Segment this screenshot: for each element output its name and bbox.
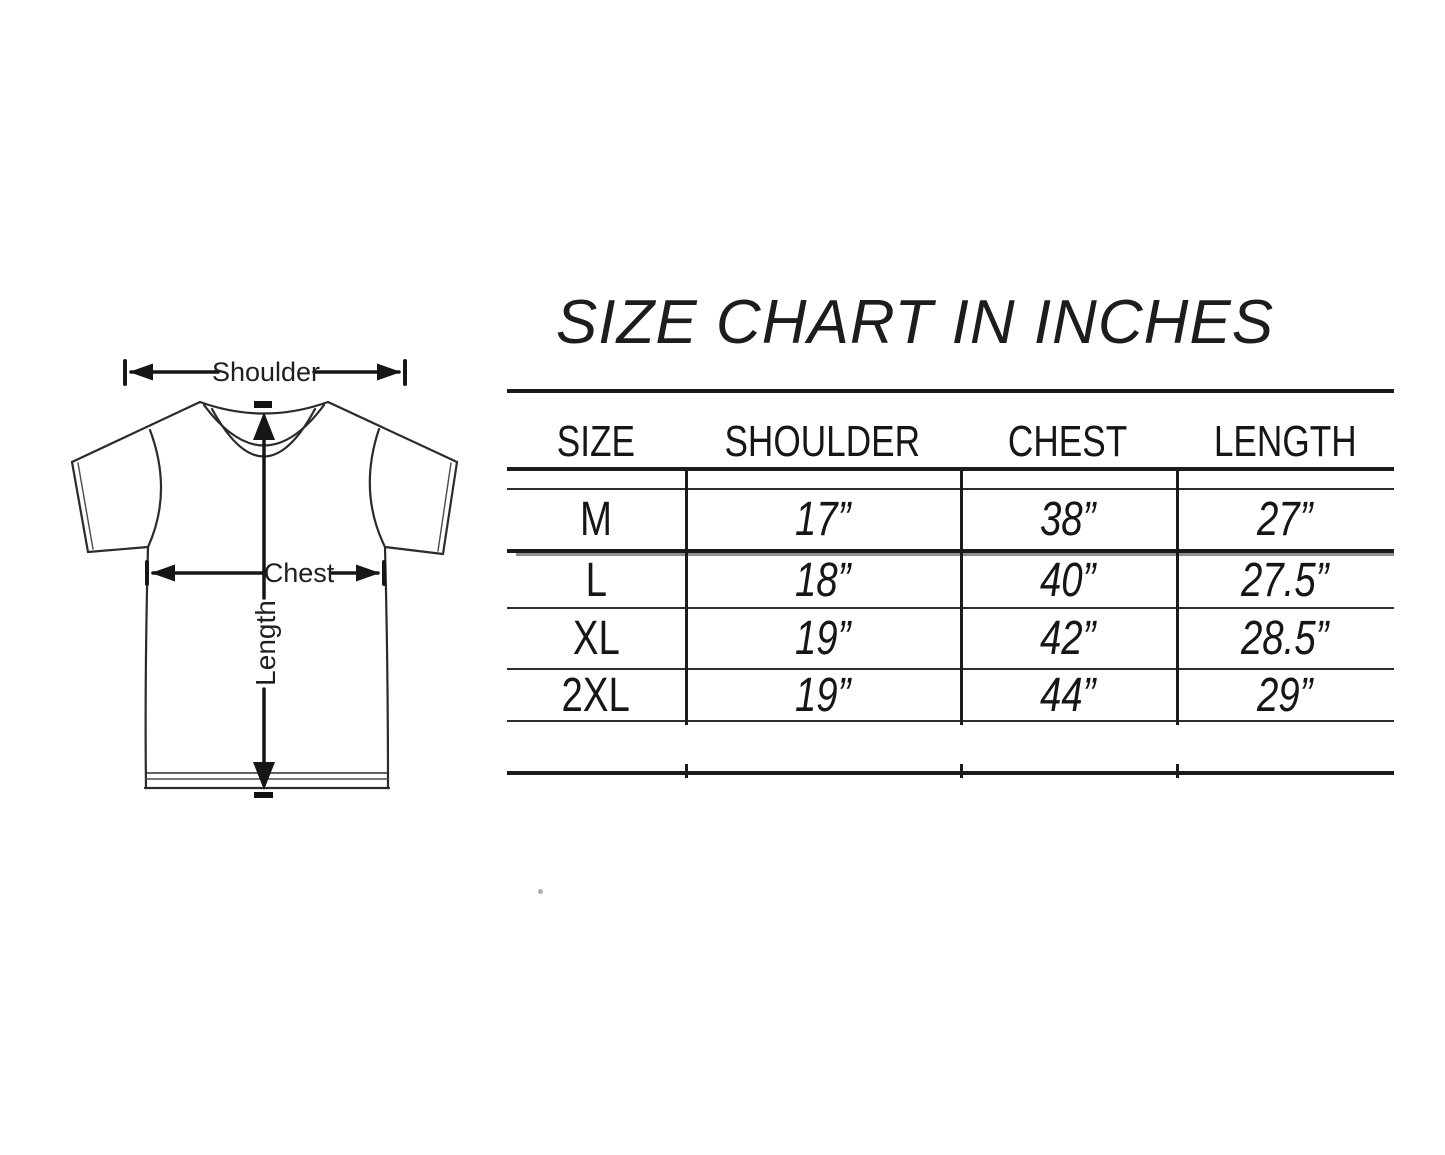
arrowhead-down-icon <box>253 762 275 790</box>
column-header-shoulder: SHOULDER <box>724 417 921 466</box>
table-bottom-border <box>507 771 1394 775</box>
column-divider-2 <box>960 467 963 725</box>
size-value: L <box>585 553 607 607</box>
row-m-bottom-rule <box>507 549 1394 553</box>
arrowhead-left-icon <box>129 363 153 381</box>
column-divider-1 <box>685 467 688 725</box>
chest-value: 40” <box>1040 553 1096 607</box>
shoulder-value: 17” <box>794 493 851 546</box>
table-top-border <box>507 389 1394 393</box>
size-value: 2XL <box>561 668 631 722</box>
column-header-chest: CHEST <box>1008 417 1128 466</box>
header-bottom-border <box>507 467 1394 471</box>
bottom-tick-2 <box>960 764 963 778</box>
arrowhead-left-icon <box>151 564 175 582</box>
length-value: 29” <box>1257 668 1313 722</box>
chest-label: Chest <box>264 558 335 588</box>
shoulder-value: 19” <box>794 612 851 665</box>
shoulder-label: Shoulder <box>212 357 320 387</box>
shoulder-value: 18” <box>794 553 851 607</box>
row-xl-bottom-rule <box>507 668 1394 670</box>
chest-value: 44” <box>1040 668 1096 722</box>
column-divider-3 <box>1176 467 1179 725</box>
bottom-tick-3 <box>1176 764 1179 778</box>
chest-value: 42” <box>1040 612 1096 665</box>
length-label: Length <box>250 600 281 686</box>
chest-dimension-arrow <box>145 560 386 586</box>
row-m-rule-shadow <box>516 553 1394 556</box>
size-value: XL <box>572 612 620 665</box>
artifact-dot <box>538 889 543 894</box>
row-2xl-bottom-rule <box>507 720 1394 722</box>
column-header-length: LENGTH <box>1213 417 1357 466</box>
hem-tab-mark <box>254 792 273 798</box>
size-value: M <box>579 493 612 546</box>
row-l-bottom-rule <box>507 607 1394 609</box>
arrowhead-right-icon <box>356 564 380 582</box>
header-inner-rule <box>507 488 1394 490</box>
column-header-size: SIZE <box>556 417 636 466</box>
length-value: 27.5” <box>1241 553 1329 607</box>
neck-tab-mark <box>254 401 272 408</box>
length-value: 27” <box>1257 493 1313 546</box>
tshirt-diagram: Shoulder <box>70 357 459 798</box>
length-value: 28.5” <box>1241 612 1329 665</box>
page-title: SIZE CHART IN INCHES <box>555 288 1275 357</box>
arrowhead-right-icon <box>377 363 401 381</box>
shoulder-dimension-arrow <box>123 359 407 386</box>
chest-value: 38” <box>1040 493 1096 546</box>
length-dimension-arrow <box>253 412 275 790</box>
bottom-tick-1 <box>685 764 688 778</box>
arrowhead-up-icon <box>253 412 275 440</box>
shoulder-value: 19” <box>794 668 851 722</box>
